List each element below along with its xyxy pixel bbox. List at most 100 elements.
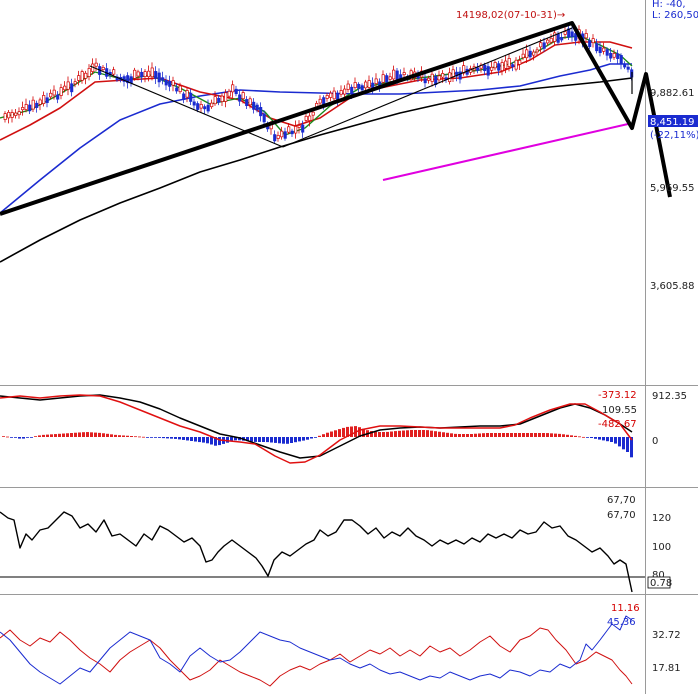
macd-bar-17 <box>70 433 73 437</box>
macd-bar-34 <box>138 436 141 438</box>
candle-body-101 <box>357 83 361 89</box>
macd-bar-81 <box>326 432 329 437</box>
macd-bar-0 <box>2 436 5 437</box>
candle-body-174 <box>612 53 616 58</box>
macd-bar-21 <box>86 432 89 437</box>
momentum-line <box>0 511 633 593</box>
macd-bar-80 <box>322 434 325 437</box>
price-candles <box>3 25 634 144</box>
macd-bar-19 <box>78 432 81 437</box>
candle-body-45 <box>161 77 165 81</box>
candle-body-6 <box>24 104 28 110</box>
candle-body-70 <box>248 98 252 106</box>
macd-bar-64 <box>258 437 261 442</box>
stoch-label-2: 45.36 <box>607 617 636 628</box>
macd-bar-20 <box>82 432 85 437</box>
macd-bar-137 <box>550 433 553 437</box>
macd-bar-102 <box>410 430 413 437</box>
candle-body-99 <box>350 86 354 95</box>
macd-lines <box>0 394 633 464</box>
channel-line-0 <box>89 65 284 148</box>
candle-body-177 <box>623 63 627 68</box>
price-trend-lines <box>0 21 672 216</box>
candle-body-8 <box>31 99 35 110</box>
macd-bar-56 <box>226 437 229 443</box>
macd-bar-116 <box>466 434 469 437</box>
macd-bar-27 <box>110 434 113 437</box>
trend-line <box>0 21 672 216</box>
macd-bar-84 <box>338 429 341 437</box>
macd-bar-70 <box>282 437 285 444</box>
macd-bar-108 <box>434 431 437 437</box>
candle-body-67 <box>238 94 242 102</box>
candle-body-5 <box>21 107 25 111</box>
candle-body-172 <box>605 49 609 56</box>
momentum-tick-label-2: 100 <box>652 542 671 553</box>
candle-body-23 <box>84 72 88 79</box>
macd-bar-38 <box>154 437 157 438</box>
candle-body-90 <box>318 98 322 104</box>
macd-bar-87 <box>350 426 353 437</box>
macd-bar-29 <box>118 435 121 437</box>
candle-body-130 <box>458 71 462 80</box>
candle-body-176 <box>619 55 623 65</box>
macd-bar-49 <box>198 437 201 443</box>
candle-body-144 <box>507 58 511 67</box>
macd-bar-32 <box>130 436 133 437</box>
candle-body-145 <box>511 64 515 67</box>
macd-bar-109 <box>438 431 441 437</box>
candle-body-26 <box>94 62 98 67</box>
candle-body-53 <box>189 92 193 102</box>
macd-bar-115 <box>462 434 465 437</box>
header-high-label: H: -40, <box>652 0 686 10</box>
macd-bar-37 <box>150 437 153 438</box>
candle-body-39 <box>140 71 144 78</box>
macd-bar-129 <box>518 433 521 437</box>
candle-body-137 <box>483 64 487 72</box>
macd-bar-63 <box>254 437 257 442</box>
candle-body-19 <box>70 83 74 93</box>
candle-body-92 <box>325 95 329 99</box>
candle-body-87 <box>308 115 312 121</box>
candle-body-66 <box>234 88 238 95</box>
stoch-red-line <box>0 627 633 687</box>
macd-bar-126 <box>506 433 509 437</box>
candle-body-124 <box>437 75 441 81</box>
candle-body-143 <box>504 60 508 69</box>
macd-bar-122 <box>490 433 493 437</box>
macd-bar-69 <box>278 437 281 444</box>
candle-body-72 <box>255 104 259 111</box>
macd-bar-15 <box>62 433 65 437</box>
candle-body-168 <box>591 38 595 44</box>
candle-body-22 <box>80 71 84 81</box>
macd-bar-26 <box>106 433 109 437</box>
candle-body-138 <box>486 66 490 76</box>
macd-bar-139 <box>558 433 561 437</box>
candle-body-82 <box>290 130 294 135</box>
macd-bar-24 <box>98 432 101 437</box>
candle-body-10 <box>38 99 42 105</box>
candle-body-148 <box>521 53 525 58</box>
macd-bar-142 <box>570 435 573 437</box>
price-tick-label-3: 3,605.88 <box>650 281 695 292</box>
macd-bar-151 <box>606 437 609 442</box>
macd-bar-22 <box>90 432 93 437</box>
candle-body-57 <box>203 106 207 110</box>
macd-bar-57 <box>230 437 233 442</box>
candle-body-28 <box>101 66 105 70</box>
candle-body-142 <box>500 62 504 71</box>
change-percent-label: (-22,11%) <box>650 130 698 141</box>
candle-body-41 <box>147 70 151 78</box>
macd-signal-line <box>0 394 633 459</box>
macd-bar-71 <box>286 437 289 444</box>
candle-body-84 <box>297 125 301 128</box>
momentum-label-1: 67,70 <box>607 495 636 506</box>
macd-bar-101 <box>406 430 409 437</box>
candle-body-49 <box>175 87 179 92</box>
candle-body-129 <box>455 71 459 77</box>
momentum-label-2: 67,70 <box>607 510 636 521</box>
candle-body-64 <box>227 90 231 97</box>
macd-bar-4 <box>18 437 21 439</box>
macd-bar-83 <box>334 430 337 437</box>
